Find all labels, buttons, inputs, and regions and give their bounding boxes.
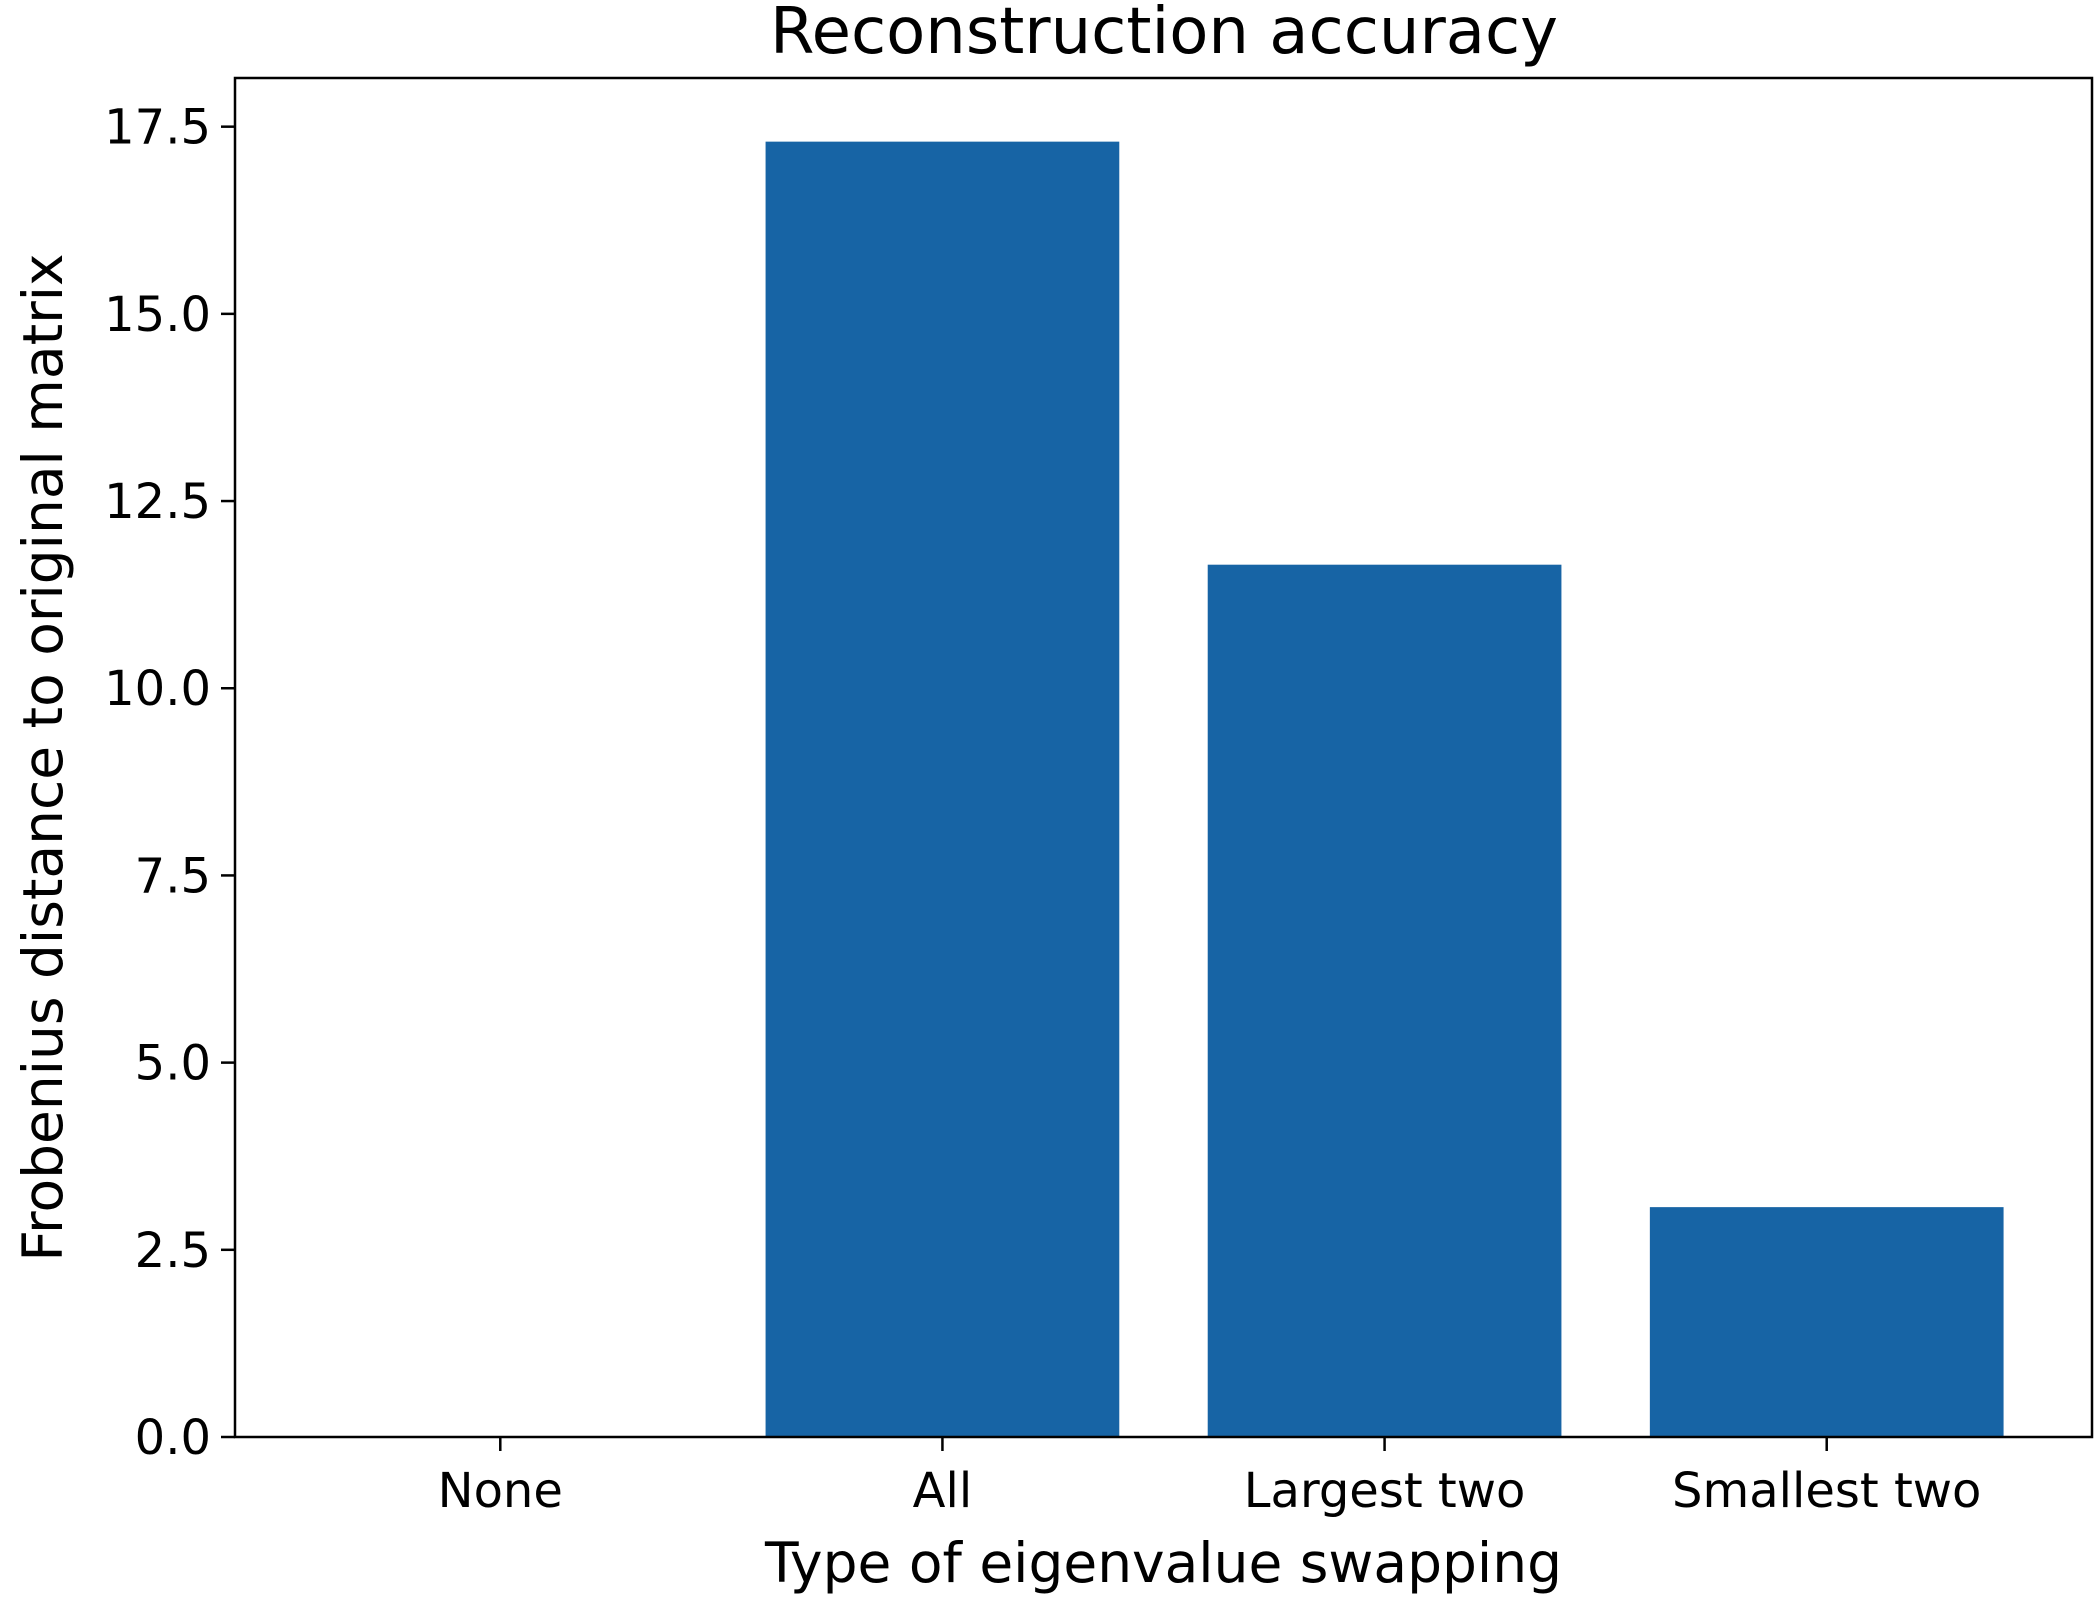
bar-all (765, 141, 1120, 1437)
y-tick-label: 10.0 (104, 661, 211, 717)
bar-smallest-two (1649, 1207, 2004, 1437)
bars-layer (765, 141, 2004, 1437)
x-tick-label: All (913, 1463, 973, 1519)
y-tick-label: 5.0 (135, 1036, 211, 1092)
chart-title: Reconstruction accuracy (770, 0, 1558, 69)
y-tick-label: 0.0 (135, 1410, 211, 1466)
y-tick-label: 17.5 (104, 100, 211, 156)
x-tick-label: Largest two (1244, 1463, 1526, 1519)
x-axis-label: Type of eigenvalue swapping (764, 1531, 1562, 1595)
y-tick-label: 2.5 (135, 1223, 211, 1279)
x-axis-ticks: None All Largest two Smallest two (438, 1437, 1981, 1519)
y-tick-label: 15.0 (104, 287, 211, 343)
y-tick-label: 7.5 (135, 848, 211, 904)
y-axis-label: Frobenius distance to original matrix (11, 253, 75, 1261)
bar-largest-two (1207, 564, 1562, 1437)
plot-area-frame (233, 76, 2094, 1439)
y-tick-label: 12.5 (104, 474, 211, 530)
y-axis-ticks: 0.0 2.5 5.0 7.5 10.0 12.5 15.0 17.5 (104, 100, 235, 1466)
x-tick-label: Smallest two (1672, 1463, 1981, 1519)
x-tick-label: None (438, 1463, 563, 1519)
